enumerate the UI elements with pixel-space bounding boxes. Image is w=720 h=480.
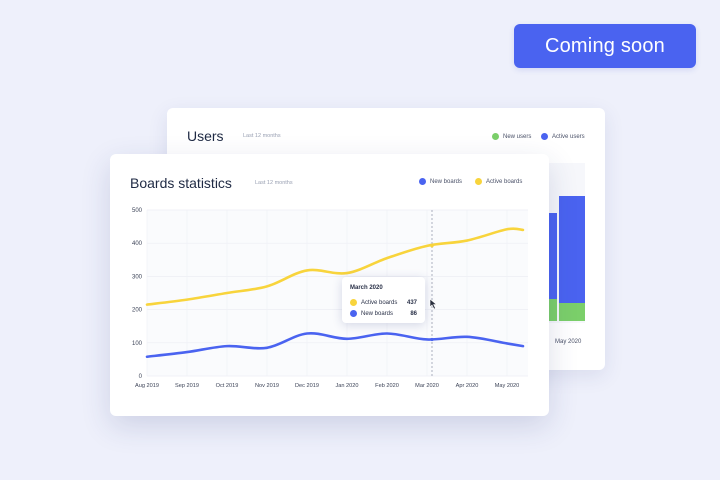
legend-label: New boards xyxy=(430,178,463,185)
tooltip-row-new-boards: New boards 86 xyxy=(350,310,417,317)
y-tick-label: 400 xyxy=(132,241,143,247)
y-tick-label: 300 xyxy=(132,274,143,280)
y-tick-label: 0 xyxy=(139,374,143,380)
users-card-title: Users xyxy=(187,128,224,144)
legend-label: Active boards xyxy=(486,178,523,185)
legend-new-users: New users xyxy=(492,133,531,140)
series-line-new-boards[interactable] xyxy=(145,332,525,359)
tooltip-dot-icon xyxy=(350,310,357,317)
x-tick-label: May 2020 xyxy=(495,383,520,389)
legend-dot-icon xyxy=(541,133,548,140)
legend-label: Active users xyxy=(552,133,585,140)
y-tick-label: 200 xyxy=(132,308,143,314)
tooltip-row-active-boards: Active boards 437 xyxy=(350,299,417,306)
x-tick-label: Aug 2019 xyxy=(135,383,159,389)
legend-dot-icon xyxy=(492,133,499,140)
users-x-label: May 2020 xyxy=(555,339,582,345)
tooltip-row-label: Active boards xyxy=(361,299,398,306)
x-tick-label: Jan 2020 xyxy=(335,383,358,389)
boards-card-subtitle: Last 12 months xyxy=(255,180,293,186)
legend-dot-icon xyxy=(475,178,482,185)
mouse-cursor-icon xyxy=(429,298,438,310)
y-tick-label: 500 xyxy=(132,208,143,214)
series-line-active-boards[interactable] xyxy=(145,227,525,306)
users-card-subtitle: Last 12 months xyxy=(243,133,281,139)
plot-background xyxy=(147,210,528,376)
legend-dot-icon xyxy=(419,178,426,185)
legend-label: New users xyxy=(503,133,532,140)
hover-point-active-boards xyxy=(430,244,434,248)
legend-active-boards: Active boards xyxy=(475,178,522,185)
tooltip-title: March 2020 xyxy=(350,285,383,291)
active-users-segment xyxy=(559,196,585,303)
x-tick-label: Feb 2020 xyxy=(375,383,399,389)
coming-soon-badge: Coming soon xyxy=(514,24,696,68)
x-tick-label: Oct 2019 xyxy=(216,383,239,389)
new-users-segment xyxy=(559,303,585,321)
legend-new-boards: New boards xyxy=(419,178,462,185)
y-tick-label: 100 xyxy=(132,341,143,347)
x-tick-label: Dec 2019 xyxy=(295,383,319,389)
x-tick-label: Mar 2020 xyxy=(415,383,439,389)
x-tick-label: Sep 2019 xyxy=(175,383,199,389)
legend-active-users: Active users xyxy=(541,133,585,140)
boards-statistics-card: Boards statistics Last 12 months New boa… xyxy=(110,154,549,416)
tooltip-row-value: 437 xyxy=(406,299,417,306)
chart-tooltip: March 2020 Active boards 437 New boards … xyxy=(342,277,425,323)
tooltip-dot-icon xyxy=(350,299,357,306)
tooltip-row-value: 86 xyxy=(410,310,417,317)
tooltip-row-label: New boards xyxy=(361,310,394,317)
hover-point-new-boards xyxy=(430,337,434,342)
boards-card-title: Boards statistics xyxy=(130,175,232,191)
x-tick-label: Apr 2020 xyxy=(456,383,479,389)
boards-line-chart: 0 100 200 300 400 500 Aug 2019 Sep 2019 Oct 201… xyxy=(132,208,528,389)
x-tick-label: Nov 2019 xyxy=(255,383,279,389)
users-bar-may-2020[interactable] xyxy=(559,196,585,321)
